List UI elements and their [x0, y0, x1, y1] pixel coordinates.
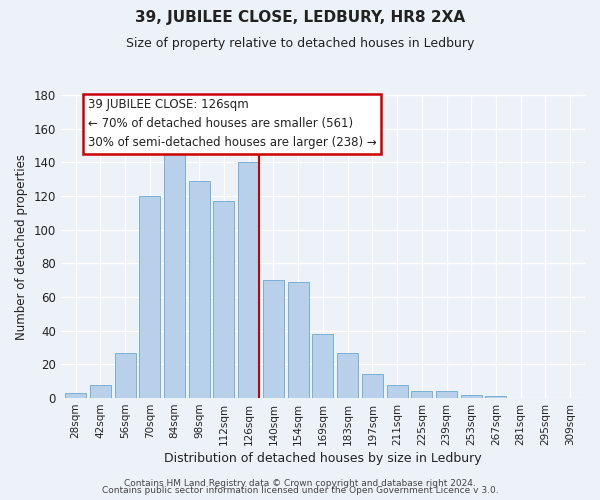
- Bar: [238, 162, 259, 398]
- Bar: [485, 396, 506, 398]
- Bar: [65, 393, 86, 398]
- Bar: [461, 394, 482, 398]
- Bar: [313, 334, 334, 398]
- Bar: [139, 196, 160, 398]
- Bar: [164, 154, 185, 398]
- Bar: [115, 352, 136, 398]
- Bar: [189, 181, 210, 398]
- Text: Size of property relative to detached houses in Ledbury: Size of property relative to detached ho…: [126, 38, 474, 51]
- Bar: [362, 374, 383, 398]
- Text: Contains HM Land Registry data © Crown copyright and database right 2024.: Contains HM Land Registry data © Crown c…: [124, 478, 476, 488]
- Bar: [214, 201, 235, 398]
- Bar: [436, 392, 457, 398]
- Bar: [411, 392, 433, 398]
- Text: Contains public sector information licensed under the Open Government Licence v : Contains public sector information licen…: [101, 486, 499, 495]
- Y-axis label: Number of detached properties: Number of detached properties: [15, 154, 28, 340]
- Bar: [386, 384, 407, 398]
- Text: 39 JUBILEE CLOSE: 126sqm
← 70% of detached houses are smaller (561)
30% of semi-: 39 JUBILEE CLOSE: 126sqm ← 70% of detach…: [88, 98, 377, 150]
- X-axis label: Distribution of detached houses by size in Ledbury: Distribution of detached houses by size …: [164, 452, 482, 465]
- Bar: [287, 282, 308, 398]
- Bar: [263, 280, 284, 398]
- Bar: [337, 352, 358, 398]
- Text: 39, JUBILEE CLOSE, LEDBURY, HR8 2XA: 39, JUBILEE CLOSE, LEDBURY, HR8 2XA: [135, 10, 465, 25]
- Bar: [90, 384, 111, 398]
